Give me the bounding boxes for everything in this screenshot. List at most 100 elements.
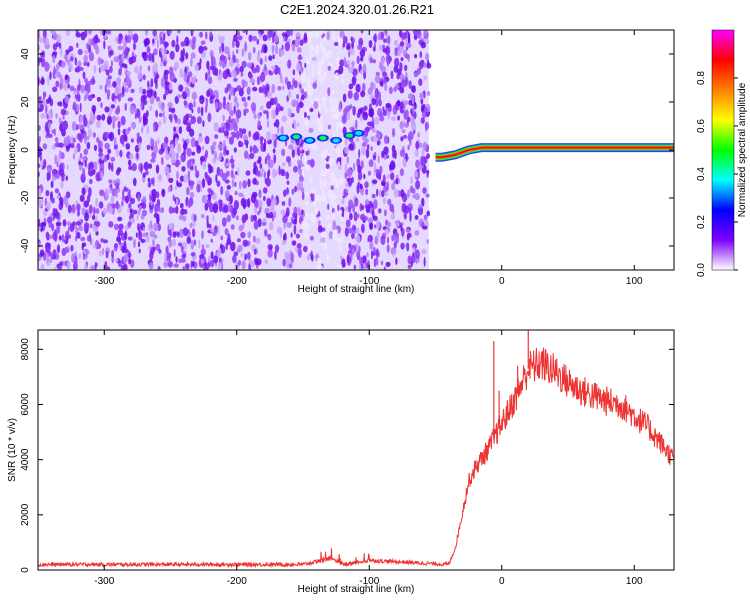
noise-blob: [122, 82, 128, 88]
noise-blob: [205, 72, 208, 81]
noise-blob: [129, 153, 134, 160]
noise-blob: [323, 242, 327, 251]
noise-blob: [328, 189, 334, 197]
noise-blob: [96, 114, 102, 121]
noise-blob: [350, 126, 353, 132]
noise-blob: [180, 154, 184, 162]
noise-blob: [424, 121, 430, 130]
noise-blob: [204, 171, 208, 179]
noise-blob: [328, 231, 333, 240]
noise-blob: [199, 31, 203, 38]
noise-blob: [205, 149, 208, 159]
noise-blob: [322, 178, 328, 188]
noise-blob: [221, 172, 227, 182]
noise-blob: [375, 256, 379, 266]
x-tick-label: -300: [94, 276, 114, 287]
noise-blob: [259, 105, 264, 111]
noise-blob: [309, 158, 315, 168]
noise-blob: [321, 231, 327, 237]
noise-blob: [163, 261, 169, 268]
noise-blob: [67, 204, 72, 214]
noise-blob: [212, 203, 219, 214]
noise-blob: [408, 100, 413, 106]
noise-blob: [56, 34, 62, 43]
noise-blob: [286, 180, 290, 185]
noise-blob: [163, 41, 168, 49]
noise-blob: [403, 122, 409, 128]
noise-blob: [412, 252, 415, 257]
noise-blob: [273, 138, 277, 149]
noise-blob: [252, 86, 258, 92]
noise-blob: [248, 34, 253, 42]
noise-blob: [179, 68, 184, 78]
noise-blob: [114, 144, 117, 150]
noise-blob: [316, 118, 320, 126]
noise-blob: [323, 194, 327, 202]
noise-blob: [128, 159, 132, 167]
noise-blob: [216, 180, 221, 187]
noise-blob: [337, 161, 341, 167]
noise-blob: [42, 143, 48, 150]
noise-blob: [338, 37, 344, 47]
noise-blob: [103, 40, 106, 50]
noise-blob: [186, 138, 190, 145]
noise-blob: [372, 215, 378, 221]
noise-blob: [230, 131, 236, 136]
noise-blob: [233, 175, 236, 179]
noise-blob: [240, 252, 244, 258]
noise-blob: [149, 220, 153, 229]
noise-blob: [65, 49, 71, 54]
noise-blob: [158, 173, 162, 183]
noise-blob: [106, 115, 113, 125]
noise-blob: [420, 117, 425, 124]
noise-blob: [407, 32, 411, 40]
noise-blob: [286, 80, 292, 90]
noise-blob: [399, 87, 405, 94]
noise-blob: [74, 261, 78, 270]
noise-blob: [47, 167, 52, 174]
noise-blob: [339, 59, 345, 67]
noise-blob: [38, 218, 41, 227]
noise-blob: [160, 46, 164, 53]
noise-blob: [382, 109, 387, 117]
noise-blob: [180, 41, 186, 47]
noise-blob: [260, 30, 265, 35]
noise-blob: [205, 97, 208, 108]
noise-blob: [374, 116, 380, 125]
noise-blob: [377, 155, 380, 164]
noise-blob: [233, 77, 238, 82]
noise-blob: [288, 263, 293, 269]
snr-x-label: Height of straight line (km): [298, 584, 415, 595]
noise-blob: [360, 30, 364, 34]
noise-blob: [126, 208, 131, 213]
noise-blob: [202, 162, 207, 170]
noise-blob: [147, 177, 151, 183]
noise-blob: [269, 97, 275, 106]
noise-blob: [267, 234, 272, 241]
noise-blob: [38, 31, 41, 40]
noise-blob: [313, 101, 319, 110]
noise-blob: [123, 186, 127, 192]
noise-blob: [234, 200, 238, 206]
noise-blob: [142, 226, 146, 232]
noise-blob: [46, 128, 50, 136]
noise-blob: [367, 217, 374, 223]
noise-blob: [99, 30, 103, 36]
noise-blob: [320, 192, 326, 203]
noise-blob: [249, 73, 254, 80]
noise-blob: [254, 147, 259, 154]
noise-blob: [163, 60, 167, 67]
noise-blob: [393, 86, 397, 92]
noise-blob: [84, 212, 89, 222]
noise-blob: [247, 231, 252, 239]
noise-blob: [124, 230, 128, 241]
noise-blob: [58, 168, 65, 176]
noise-blob: [415, 179, 421, 190]
noise-blob: [195, 170, 200, 179]
noise-blob: [339, 255, 343, 261]
noise-blob: [136, 214, 139, 221]
noise-blob: [160, 54, 163, 63]
noise-blob: [410, 85, 416, 93]
noise-blob: [299, 228, 303, 234]
noise-blob: [163, 33, 166, 41]
